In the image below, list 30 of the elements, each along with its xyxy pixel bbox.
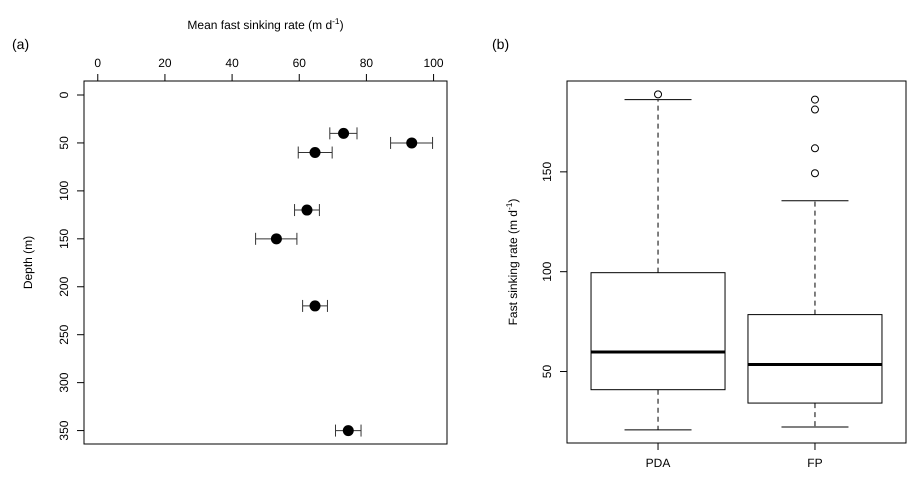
y-axis-title: Depth (m) [21, 236, 35, 290]
y-tick-label: 300 [57, 372, 71, 393]
chart-title: (b) [492, 36, 510, 52]
x-tick-label: 0 [94, 56, 102, 70]
point [301, 204, 312, 216]
y-tick-label: 100 [57, 180, 71, 201]
y-tick-label: 0 [57, 91, 71, 98]
x-tick-label: 60 [292, 56, 306, 70]
point [338, 128, 350, 139]
point [406, 137, 418, 148]
y-tick-label: 50 [540, 364, 554, 378]
y-tick-label: 250 [57, 324, 71, 345]
y-tick-label: 150 [57, 228, 71, 249]
point [310, 300, 321, 312]
x-tick-label: 100 [424, 56, 444, 70]
x-tick-label: 20 [158, 56, 172, 70]
point [270, 233, 282, 244]
x-tick-label: FP [807, 456, 823, 470]
point [342, 425, 354, 436]
y-tick-label: 100 [540, 261, 554, 282]
point [310, 147, 321, 158]
y-tick-label: 150 [540, 162, 554, 182]
y-tick-label: 350 [57, 420, 71, 441]
y-tick-label: 50 [57, 136, 71, 150]
x-tick-label: 80 [360, 56, 374, 70]
chart-title: (a) [12, 36, 30, 52]
y-tick-label: 200 [57, 276, 71, 297]
x-tick-label: 40 [225, 56, 240, 70]
x-tick-label: PDA [646, 456, 670, 470]
x-axis-title: Mean fast sinking rate (m d$^{-1}$) [187, 16, 344, 32]
